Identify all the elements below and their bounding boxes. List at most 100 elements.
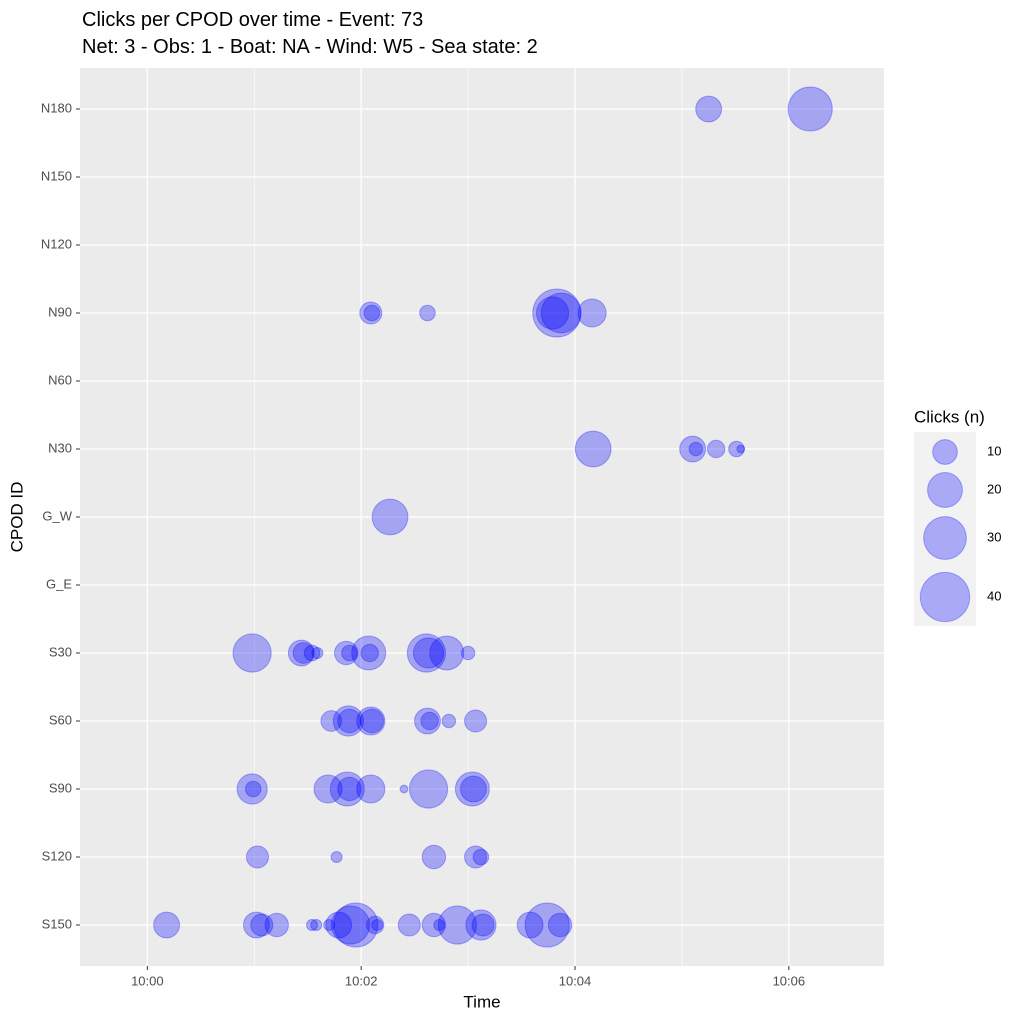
bubble [706,439,726,459]
y-tick-label: N120 [41,236,72,251]
bubble [236,773,268,805]
y-tick-label: G_E [46,576,72,591]
bubble [441,713,457,729]
bubble [408,769,449,809]
y-tick-label: S30 [49,644,72,659]
x-axis-title: Time [463,992,500,1011]
y-tick-label: N30 [48,440,72,455]
bubble [337,708,362,734]
bubble [325,911,353,939]
bubble [547,912,573,938]
bubble [320,710,343,732]
bubble [535,296,570,330]
bubble [356,706,386,736]
bubble [429,635,465,671]
x-tick-label: 10:06 [773,973,806,988]
x-tick-label: 10:02 [345,973,378,988]
legend-label: 30 [987,529,1001,544]
bubble [397,913,421,937]
bubble [577,298,607,328]
bubble [310,918,323,932]
bubble [337,776,362,802]
bubble [679,435,707,463]
bubble [465,909,497,941]
bubble [516,911,544,939]
y-tick-label: S90 [49,780,72,795]
bubble [421,844,447,870]
bubble [540,292,582,334]
bubble [574,430,612,468]
bubble [399,784,409,794]
bubble [245,845,270,869]
bubble [420,711,439,731]
x-tick-label: 10:04 [559,973,592,988]
bubble [242,911,270,939]
bubble [303,644,321,662]
bubble [360,643,379,663]
bubble [341,644,358,662]
bubble [264,912,289,938]
bubble [359,708,385,734]
legend-label: 20 [987,481,1001,496]
bubble [365,915,385,935]
bubble [736,444,746,454]
bubble [460,775,487,803]
legend-key [927,472,963,508]
legend-title: Clicks (n) [914,407,985,426]
bubble [421,912,447,938]
y-axis-title: CPOD ID [7,482,26,553]
bubble [292,642,315,664]
y-tick-label: G_W [42,508,72,523]
bubble [356,774,386,804]
y-tick-label: S150 [42,916,72,931]
bubble [359,301,383,325]
bubble [412,637,445,669]
bubble [153,911,181,939]
bubble [305,918,319,932]
bubble [313,774,343,804]
bubble [464,709,488,733]
bubble [363,304,381,322]
y-tick-label: N150 [41,168,72,183]
bubble [524,902,570,948]
bubble [419,304,436,322]
y-tick-label: N180 [41,100,72,115]
legend-label: 40 [987,588,1001,603]
y-tick-label: S60 [49,712,72,727]
bubble [464,845,488,869]
y-tick-label: N60 [48,372,72,387]
bubble [472,848,490,866]
y-tick-label: S120 [42,848,72,863]
bubble [244,780,262,798]
bubble [460,645,476,661]
bubble [454,771,490,807]
bubble [333,902,379,948]
legend-label: 10 [987,443,1001,458]
legend-key [932,439,958,465]
bubble [351,635,387,671]
bubble [414,707,441,735]
bubble [329,771,365,807]
bubble [695,95,723,123]
bubble [250,913,274,937]
x-tick-label: 10:00 [131,973,164,988]
bubble [371,498,409,536]
bubble [688,441,704,457]
bubble [471,913,495,937]
legend-key [923,516,967,560]
bubble [323,918,336,932]
legend-key [919,571,971,623]
legend-box [914,432,976,626]
bubble [728,440,745,458]
bubble [787,86,833,132]
bubble [437,905,478,945]
bubble [433,918,446,932]
chart-subtitle: Net: 3 - Obs: 1 - Boat: NA - Wind: W5 - … [82,36,538,58]
y-tick-label: N90 [48,304,72,319]
bubble [371,918,384,932]
chart-title: Clicks per CPOD over time - Event: 73 [82,9,423,31]
bubble [532,288,582,338]
bubble [232,633,272,673]
bubble [311,646,324,660]
